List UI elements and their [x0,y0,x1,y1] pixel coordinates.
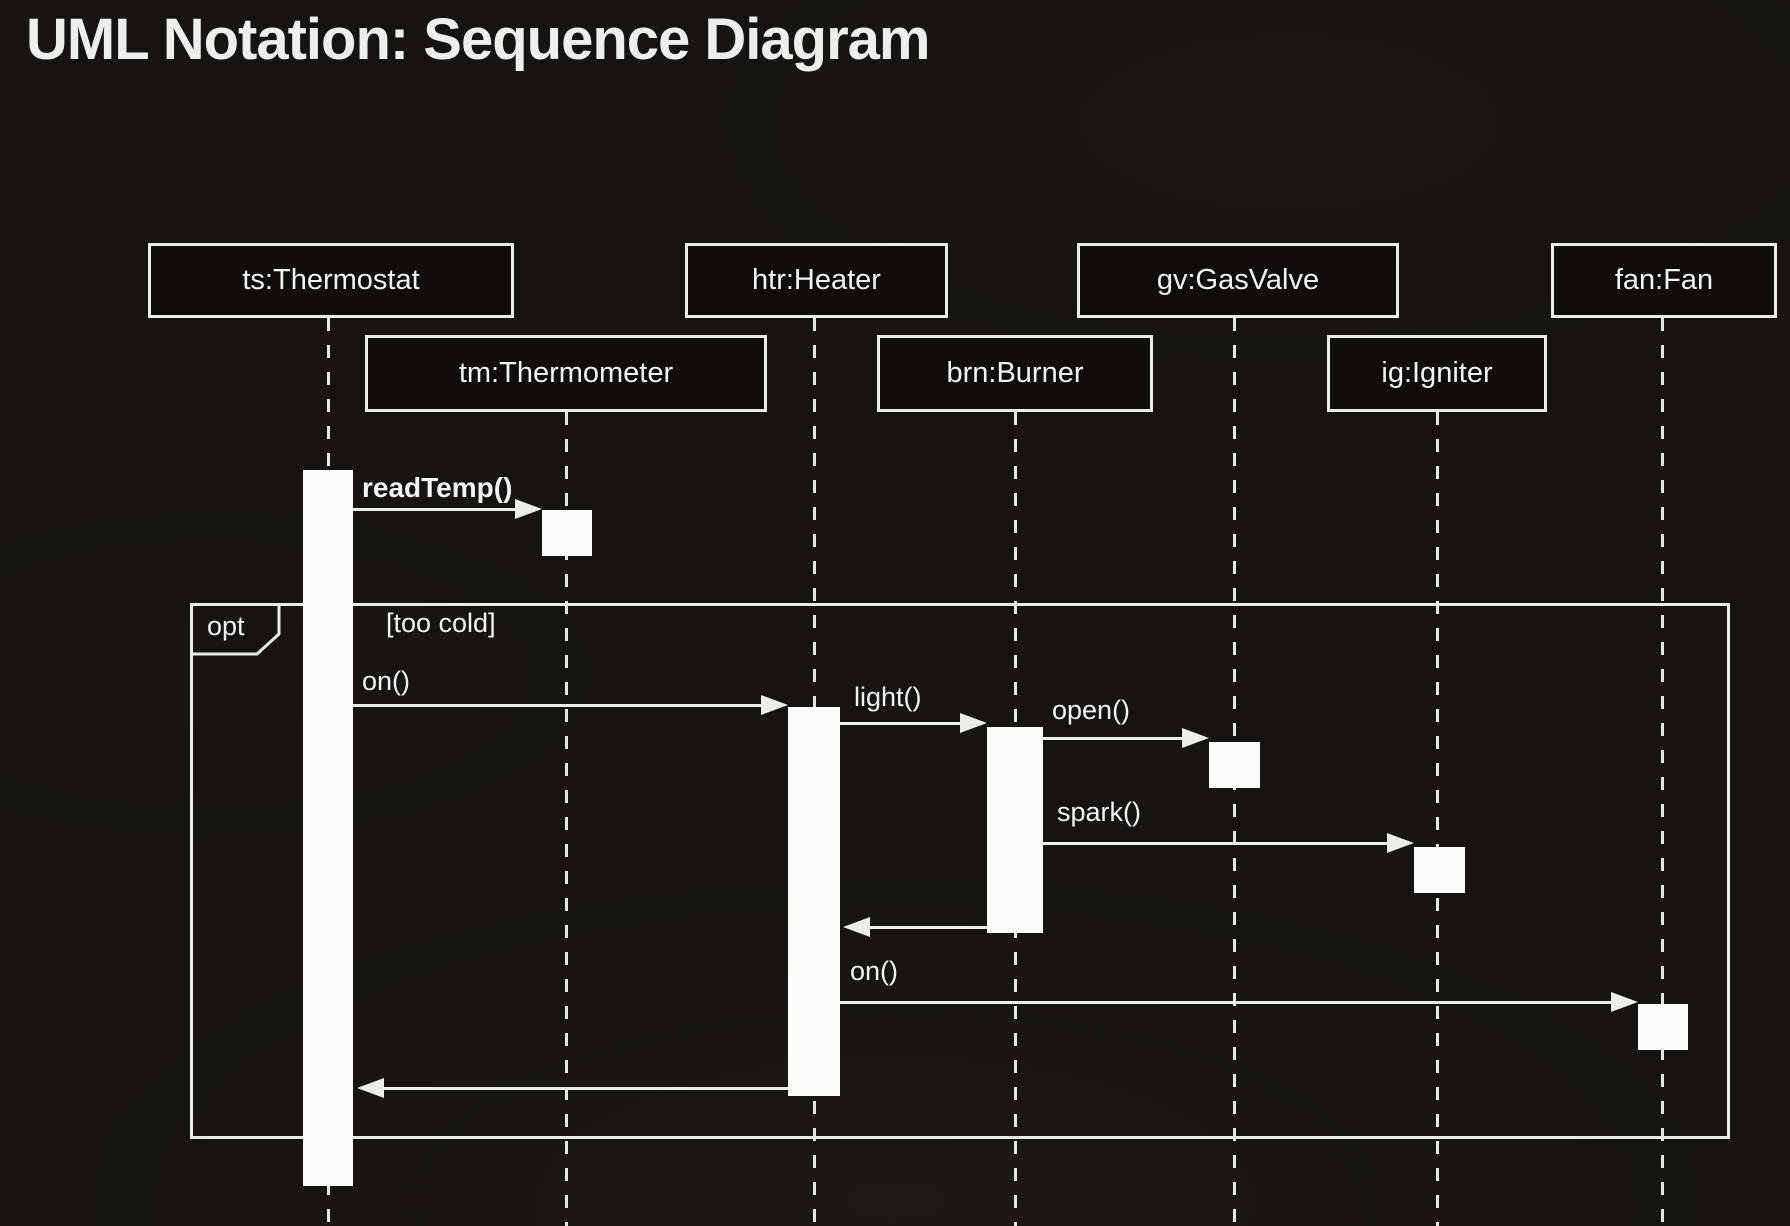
message-return-burner-heater-arrowhead [843,917,870,937]
message-on-heater-line [353,704,768,707]
message-open-label: open() [1052,695,1131,725]
message-spark-line [1043,842,1395,845]
opt-operator-label: opt [207,611,245,641]
message-return-heater-thermostat-line [366,1087,788,1090]
lifeline-label-ig: ig:Igniter [1381,357,1493,389]
lifeline-fan [1661,318,1664,1226]
message-readtemp-label: readTemp() [362,472,513,503]
activation-brn [987,727,1043,933]
opt-fragment-tab [190,603,281,656]
lifeline-head-fan: fan:Fan [1551,243,1777,318]
lifeline-ig [1436,412,1439,1226]
activation-htr [788,707,840,1096]
message-open-line [1043,737,1190,740]
message-on-fan-arrowhead [1611,992,1638,1012]
lifeline-head-brn: brn:Burner [877,335,1153,412]
lifeline-label-fan: fan:Fan [1614,264,1714,296]
message-on-heater-arrowhead [761,695,788,715]
message-light-line [840,722,968,725]
activation-ts [303,470,353,1186]
lifeline-label-brn: brn:Burner [946,357,1084,389]
opt-fragment-frame [190,603,1730,1139]
activation-fan [1638,1004,1688,1050]
lifeline-head-gv: gv:GasValve [1077,243,1399,318]
message-on-fan-line [840,1001,1622,1004]
lifeline-label-tm: tm:Thermometer [458,357,674,389]
message-readtemp-line [353,508,521,511]
message-return-heater-thermostat-arrowhead [357,1078,384,1098]
message-spark-arrowhead [1387,833,1414,853]
message-readtemp-arrowhead [515,499,542,519]
message-return-burner-heater-line [852,926,987,929]
message-on-fan-label: on() [850,956,899,986]
lifeline-head-tm: tm:Thermometer [365,335,767,412]
message-light-arrowhead [960,713,987,733]
message-open-arrowhead [1182,728,1209,748]
lifeline-head-ig: ig:Igniter [1327,335,1547,412]
message-spark-label: spark() [1057,797,1142,827]
lifeline-label-gv: gv:GasValve [1156,264,1320,296]
lifeline-label-ts: ts:Thermostat [242,264,420,296]
guard-label: [too cold] [386,608,496,638]
message-on-heater-label: on() [362,666,411,696]
page-title: UML Notation: Sequence Diagram [26,7,930,72]
activation-ig [1414,847,1465,893]
lifeline-head-ts: ts:Thermostat [148,243,514,318]
message-light-label: light() [854,682,922,712]
activation-tm [542,510,592,556]
activation-gv [1209,742,1260,788]
lifeline-label-htr: htr:Heater [752,264,881,296]
lifeline-head-htr: htr:Heater [685,243,948,318]
lifeline-tm [565,412,568,1226]
